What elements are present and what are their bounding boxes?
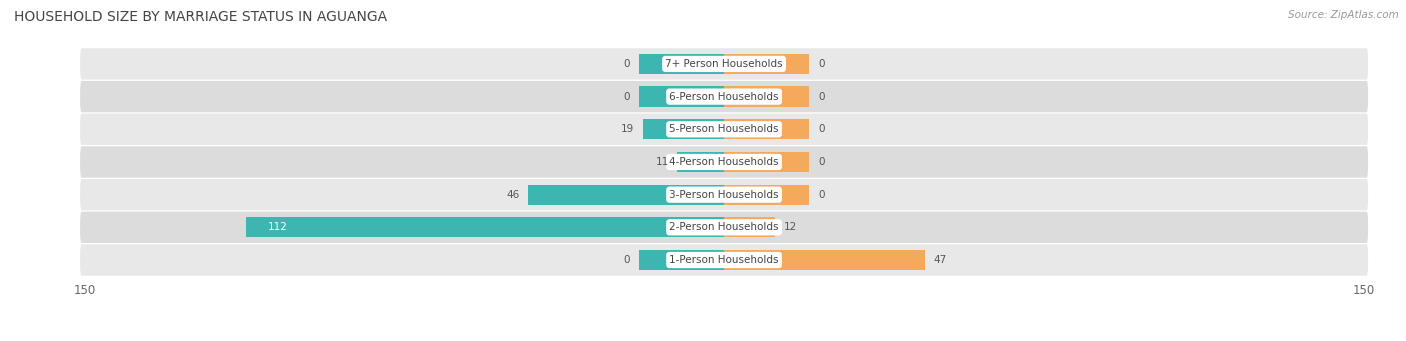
Bar xyxy=(638,250,724,270)
Text: Source: ZipAtlas.com: Source: ZipAtlas.com xyxy=(1288,10,1399,20)
Text: 0: 0 xyxy=(818,190,824,199)
Text: 0: 0 xyxy=(624,255,630,265)
Bar xyxy=(724,54,810,74)
Text: 7+ Person Households: 7+ Person Households xyxy=(665,59,783,69)
Text: 4-Person Households: 4-Person Households xyxy=(669,157,779,167)
FancyBboxPatch shape xyxy=(80,48,1368,79)
Text: 5-Person Households: 5-Person Households xyxy=(669,124,779,134)
Bar xyxy=(724,217,775,237)
Text: 1-Person Households: 1-Person Households xyxy=(669,255,779,265)
FancyBboxPatch shape xyxy=(80,244,1368,276)
Text: 12: 12 xyxy=(783,222,797,232)
Text: 0: 0 xyxy=(818,157,824,167)
Text: 0: 0 xyxy=(818,59,824,69)
Bar xyxy=(638,54,724,74)
Bar xyxy=(527,184,724,205)
FancyBboxPatch shape xyxy=(80,114,1368,145)
FancyBboxPatch shape xyxy=(80,179,1368,210)
Text: 0: 0 xyxy=(818,124,824,134)
Bar xyxy=(724,250,925,270)
Text: 2-Person Households: 2-Person Households xyxy=(669,222,779,232)
Text: 11: 11 xyxy=(655,157,669,167)
Text: 0: 0 xyxy=(624,92,630,102)
Bar xyxy=(246,217,724,237)
Text: 0: 0 xyxy=(818,92,824,102)
Bar xyxy=(678,152,724,172)
FancyBboxPatch shape xyxy=(80,146,1368,178)
Bar xyxy=(724,184,810,205)
Text: 0: 0 xyxy=(624,59,630,69)
Bar xyxy=(724,87,810,107)
Bar xyxy=(724,119,810,139)
Text: 3-Person Households: 3-Person Households xyxy=(669,190,779,199)
FancyBboxPatch shape xyxy=(80,81,1368,112)
Text: 112: 112 xyxy=(267,222,288,232)
Text: 46: 46 xyxy=(506,190,519,199)
Bar xyxy=(724,152,810,172)
Text: 19: 19 xyxy=(621,124,634,134)
Bar xyxy=(643,119,724,139)
Text: 47: 47 xyxy=(934,255,946,265)
FancyBboxPatch shape xyxy=(80,212,1368,243)
Legend: Family, Nonfamily: Family, Nonfamily xyxy=(637,339,811,341)
Text: 6-Person Households: 6-Person Households xyxy=(669,92,779,102)
Bar xyxy=(638,87,724,107)
Text: HOUSEHOLD SIZE BY MARRIAGE STATUS IN AGUANGA: HOUSEHOLD SIZE BY MARRIAGE STATUS IN AGU… xyxy=(14,10,387,24)
